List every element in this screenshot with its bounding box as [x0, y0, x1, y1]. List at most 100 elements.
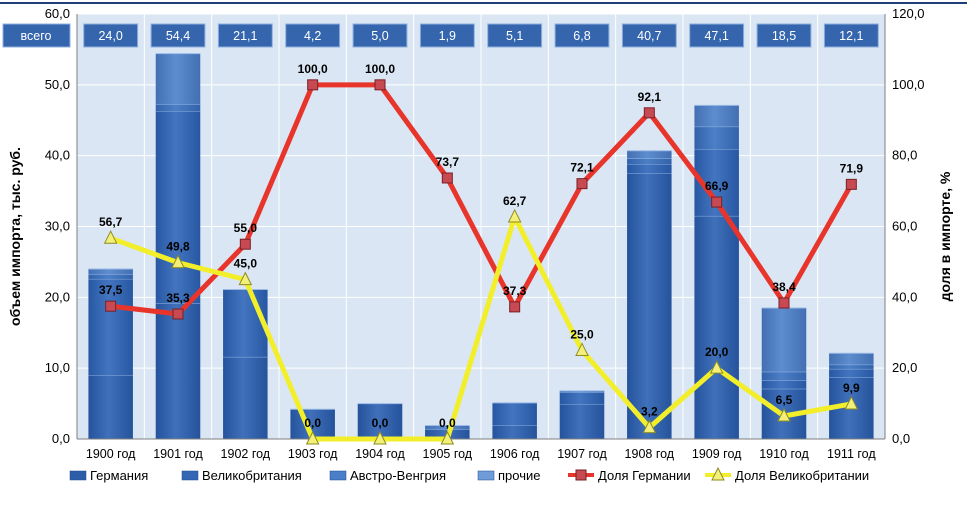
total-value: 18,5: [772, 29, 796, 43]
total-value: 6,8: [573, 29, 590, 43]
y-tick-label: 30,0: [45, 219, 70, 234]
bar-segment: [425, 425, 470, 430]
legend-britain-label: Великобритания: [202, 468, 302, 483]
germany-share-label: 37,5: [99, 283, 123, 297]
totals-header-label: всего: [21, 29, 52, 43]
britain-share-label: 56,7: [99, 215, 123, 229]
marker-britain: [709, 360, 724, 374]
bar-segment: [290, 408, 335, 439]
marker-britain: [642, 419, 657, 434]
x-tick-label: 1905 год: [423, 447, 473, 461]
total-box: [419, 23, 475, 48]
marker-britain: [238, 271, 253, 286]
bar-segment: [559, 403, 605, 439]
series-line-0: [110, 82, 854, 317]
bar-segment: [492, 402, 537, 426]
germany-share-label: 35,3: [166, 291, 190, 305]
total-value: 47,1: [704, 29, 728, 43]
bar-segment: [627, 172, 672, 439]
bar-segment: [223, 356, 268, 439]
germany-share-label: 73,7: [436, 155, 460, 169]
total-box: [83, 23, 139, 48]
germany-share-label: 55,0: [234, 221, 258, 235]
marker-germany: [307, 79, 319, 91]
total-value: 24,0: [98, 29, 122, 43]
y2-tick-label: 60,0: [892, 219, 917, 234]
marker-britain: [103, 230, 118, 244]
y2-tick-label: 80,0: [892, 148, 917, 163]
britain-share-label: 9,9: [843, 381, 860, 395]
y-axis-title: объем импорта, тыс. руб.: [7, 147, 23, 326]
marker-germany: [778, 297, 790, 309]
bar-segment: [829, 368, 874, 378]
marker-germany: [711, 196, 723, 208]
marker-germany: [509, 301, 521, 313]
x-tick-label: 1901 год: [153, 447, 203, 461]
bar-segment: [155, 302, 201, 439]
germany-share-label: 100,0: [365, 62, 395, 76]
bar-segment: [829, 352, 874, 365]
total-box: [621, 23, 677, 48]
bar-segment: [155, 53, 201, 104]
legend-germany: [69, 470, 87, 481]
y2-tick-label: 100,0: [892, 77, 925, 92]
y-tick-label: 10,0: [45, 360, 70, 375]
britain-share-label: 49,8: [166, 240, 190, 254]
total-value: 21,1: [233, 29, 257, 43]
total-box: [352, 23, 408, 48]
bar-segment: [559, 390, 605, 393]
marker-britain: [305, 430, 320, 445]
y-tick-label: 40,0: [45, 148, 70, 163]
bar-segment: [88, 374, 133, 439]
germany-share-label: 71,9: [840, 161, 864, 175]
bar-segment: [223, 289, 268, 357]
marker-germany: [105, 300, 117, 312]
germany-share-label: 37,3: [503, 284, 527, 298]
bar-segment: [88, 273, 133, 279]
bar-segment: [155, 103, 201, 112]
total-box: [150, 23, 206, 48]
marker-britain: [507, 208, 522, 223]
x-tick-label: 1900 год: [86, 447, 136, 461]
total-value: 5,1: [506, 29, 523, 43]
y-tick-label: 0,0: [52, 431, 70, 446]
bar-segment: [559, 391, 605, 405]
legend-britain: [181, 470, 199, 481]
bar-segment: [694, 148, 739, 216]
bar-segment: [761, 379, 807, 389]
marker-germany: [576, 178, 588, 190]
legend-germany-share: [568, 469, 594, 481]
total-value: 1,9: [439, 29, 456, 43]
total-value: 12,1: [839, 29, 863, 43]
total-box: [285, 23, 341, 48]
total-box: [756, 23, 812, 48]
total-value: 4,2: [304, 29, 321, 43]
x-tick-label: 1907 год: [557, 447, 607, 461]
marker-britain: [171, 254, 185, 269]
series-line-1: [109, 214, 852, 442]
marker-germany: [845, 178, 857, 190]
legend-germany-share-label: Доля Германии: [598, 468, 691, 483]
britain-share-label: 0,0: [439, 416, 456, 430]
bar-segment: [492, 425, 537, 439]
total-value: 40,7: [637, 29, 661, 43]
y-tick-label: 20,0: [45, 289, 70, 304]
total-box: [554, 23, 610, 48]
germany-share-label: 92,1: [638, 90, 662, 104]
totals-header-box: [2, 23, 71, 48]
marker-britain: [440, 430, 455, 445]
marker-britain: [373, 430, 387, 445]
total-value: 5,0: [371, 29, 388, 43]
x-tick-label: 1911 год: [827, 447, 876, 461]
britain-share-label: 45,0: [234, 257, 258, 271]
y2-tick-label: 40,0: [892, 289, 917, 304]
germany-share-label: 72,1: [570, 161, 594, 175]
y2-tick-label: 20,0: [892, 360, 917, 375]
legend-others-label: прочие: [498, 468, 540, 483]
bar-segment: [694, 215, 739, 439]
bar-segment: [694, 126, 739, 150]
legend-others: [477, 470, 495, 481]
total-box: [217, 23, 273, 48]
marker-germany: [239, 238, 251, 250]
